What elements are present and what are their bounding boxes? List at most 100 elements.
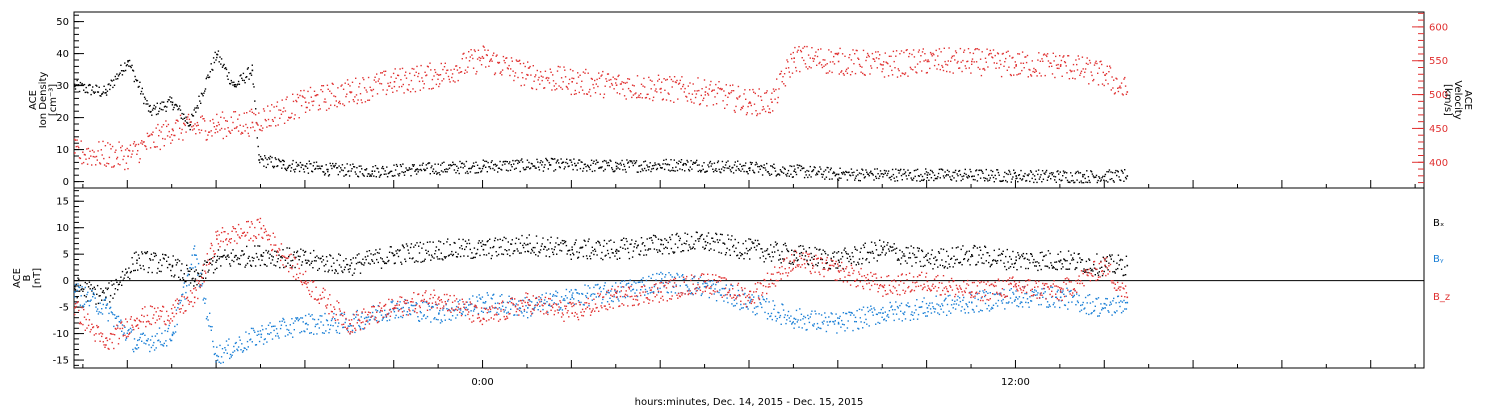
data-point bbox=[557, 65, 559, 68]
data-point bbox=[715, 283, 717, 286]
data-point bbox=[553, 248, 555, 251]
data-point bbox=[606, 80, 608, 82]
data-point bbox=[1033, 258, 1035, 261]
velocity-y-tick-label: 550 bbox=[1429, 56, 1448, 67]
data-point bbox=[812, 170, 814, 172]
data-point bbox=[658, 249, 660, 251]
data-point bbox=[501, 169, 503, 171]
data-point bbox=[398, 175, 400, 177]
data-point bbox=[814, 246, 816, 249]
data-point bbox=[1013, 74, 1015, 76]
data-point bbox=[411, 168, 413, 170]
data-point bbox=[643, 254, 645, 256]
data-point bbox=[1050, 178, 1052, 180]
data-point bbox=[357, 261, 359, 264]
data-point bbox=[1054, 176, 1057, 178]
data-point bbox=[652, 273, 654, 276]
data-point bbox=[954, 259, 957, 261]
data-point bbox=[269, 155, 272, 158]
data-point bbox=[422, 243, 425, 245]
data-point bbox=[423, 260, 425, 262]
data-point bbox=[667, 241, 669, 244]
data-point bbox=[313, 318, 316, 321]
data-point bbox=[960, 248, 962, 251]
data-point bbox=[967, 258, 970, 261]
data-point bbox=[603, 285, 606, 287]
data-point bbox=[375, 81, 377, 83]
data-point bbox=[567, 88, 569, 90]
data-point bbox=[950, 57, 953, 59]
data-point bbox=[214, 51, 216, 54]
data-point bbox=[144, 334, 146, 336]
data-point bbox=[601, 74, 603, 76]
data-point bbox=[740, 106, 743, 109]
data-point bbox=[799, 252, 801, 255]
data-point bbox=[172, 255, 174, 257]
data-point bbox=[337, 87, 339, 89]
data-point bbox=[625, 98, 627, 100]
data-point bbox=[122, 279, 124, 281]
data-point bbox=[1069, 181, 1071, 184]
data-point bbox=[349, 85, 351, 87]
data-point bbox=[393, 254, 396, 256]
data-point bbox=[610, 300, 613, 302]
data-point bbox=[173, 106, 175, 109]
data-point bbox=[309, 315, 312, 317]
data-point bbox=[507, 170, 509, 172]
data-point bbox=[1067, 181, 1069, 183]
data-point bbox=[334, 164, 336, 167]
data-point bbox=[564, 69, 566, 71]
data-point bbox=[1092, 270, 1094, 272]
data-point bbox=[706, 282, 708, 285]
data-point bbox=[386, 176, 389, 178]
data-point bbox=[220, 58, 223, 60]
data-point bbox=[205, 139, 207, 141]
data-point bbox=[808, 247, 811, 249]
data-point bbox=[1079, 74, 1081, 76]
data-point bbox=[322, 259, 325, 261]
data-point bbox=[1109, 178, 1111, 181]
data-point bbox=[115, 317, 117, 319]
data-point bbox=[644, 294, 646, 296]
data-point bbox=[647, 166, 649, 168]
data-point bbox=[179, 278, 181, 281]
data-point bbox=[127, 155, 129, 158]
data-point bbox=[412, 165, 415, 167]
data-point bbox=[637, 96, 639, 98]
data-point bbox=[1105, 180, 1107, 182]
data-point bbox=[491, 160, 493, 162]
data-point bbox=[1027, 267, 1029, 270]
data-point bbox=[262, 343, 265, 345]
data-point bbox=[377, 80, 379, 82]
data-point bbox=[929, 258, 931, 260]
data-point bbox=[330, 104, 332, 106]
data-point bbox=[550, 236, 552, 238]
data-point bbox=[517, 308, 519, 310]
data-point bbox=[321, 315, 323, 317]
data-point bbox=[152, 259, 154, 261]
data-point bbox=[1065, 177, 1067, 179]
data-point bbox=[664, 163, 667, 165]
data-point bbox=[554, 158, 556, 160]
data-point bbox=[1003, 65, 1005, 67]
data-point bbox=[180, 269, 182, 272]
data-point bbox=[650, 277, 652, 279]
data-point bbox=[1033, 67, 1035, 70]
data-point bbox=[365, 258, 367, 261]
data-point bbox=[225, 256, 227, 258]
data-point bbox=[676, 232, 678, 235]
data-point bbox=[1011, 178, 1013, 180]
data-point bbox=[234, 83, 237, 86]
data-point bbox=[671, 234, 673, 236]
data-point bbox=[266, 158, 268, 161]
data-point bbox=[217, 121, 220, 124]
data-point bbox=[324, 270, 326, 273]
data-point bbox=[550, 305, 552, 307]
data-point bbox=[221, 256, 224, 258]
data-point bbox=[658, 78, 660, 80]
data-point bbox=[577, 72, 579, 74]
data-point bbox=[793, 170, 795, 172]
data-point bbox=[376, 73, 378, 75]
data-point bbox=[958, 262, 961, 264]
data-point bbox=[975, 169, 978, 171]
